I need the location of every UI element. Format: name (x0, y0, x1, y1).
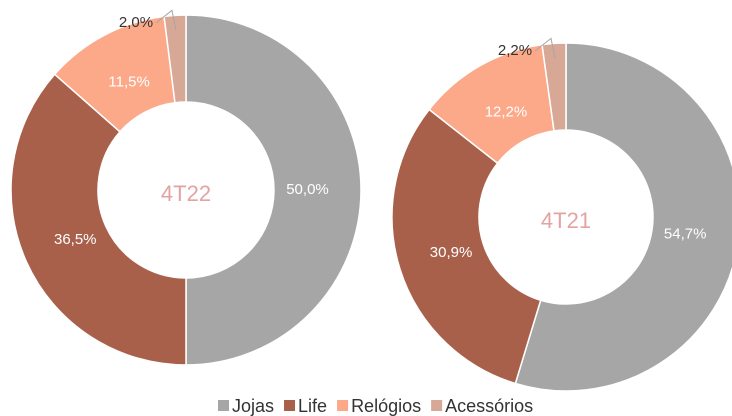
legend-swatch (284, 400, 296, 411)
data-label: 54,7% (664, 226, 707, 243)
slice (541, 42, 567, 132)
leader-line (534, 37, 556, 59)
data-label: 30,9% (430, 244, 473, 261)
data-label: 2,2% (498, 42, 532, 59)
legend-swatch (337, 400, 349, 411)
legend-label: Acessórios (445, 396, 533, 416)
data-label: 12,2% (485, 103, 528, 120)
slice (10, 73, 187, 366)
slice (163, 14, 187, 104)
legend-label: Life (298, 396, 327, 416)
legend-label: Relógios (351, 396, 421, 416)
slice (514, 42, 732, 392)
legend-label: Jojas (232, 396, 274, 416)
data-label: 11,5% (108, 74, 149, 91)
slice (391, 108, 542, 385)
center-label: 4T21 (541, 208, 591, 233)
data-label: 2,0% (119, 14, 153, 31)
data-label: 36,5% (54, 231, 97, 248)
legend-swatch (218, 400, 229, 411)
legend-swatch (431, 400, 443, 411)
center-label: 4T22 (161, 181, 211, 206)
leader-line (155, 9, 177, 31)
data-label: 50,0% (286, 181, 329, 198)
slice (185, 14, 362, 366)
